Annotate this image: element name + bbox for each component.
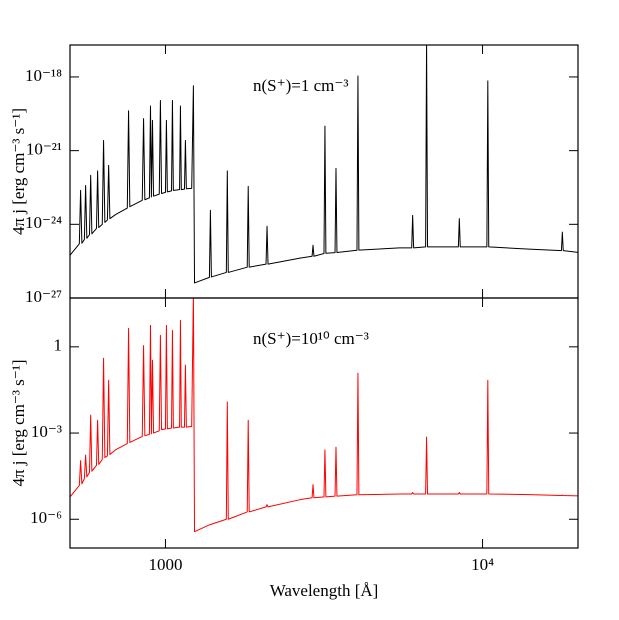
y-tick-label: 10⁻²¹ <box>26 140 62 159</box>
y-tick-label: 10⁻¹⁸ <box>25 66 62 85</box>
y-tick-label: 10⁻²⁷ <box>25 287 62 306</box>
y-tick-label: 10⁻²⁴ <box>25 213 62 232</box>
y-axis-label: 4π j [erg cm⁻³ s⁻¹] <box>9 108 28 235</box>
x-axis-label: Wavelength [Å] <box>270 581 379 600</box>
annotation: n(S⁺)=10¹⁰ cm⁻³ <box>253 329 369 348</box>
plot-frame <box>69 297 579 549</box>
plot-area <box>70 45 578 284</box>
plot-area <box>70 298 578 533</box>
y-axis-label: 4π j [erg cm⁻³ s⁻¹] <box>9 359 28 486</box>
y-tick-label: 10⁻³ <box>31 422 62 441</box>
y-tick-label: 1 <box>54 336 63 355</box>
spectrum-line <box>70 45 578 284</box>
spectrum-line <box>70 298 578 533</box>
x-tick-label: 1000 <box>148 555 182 574</box>
x-tick-label: 10⁴ <box>471 555 494 574</box>
y-tick-label: 10⁻⁶ <box>30 508 62 527</box>
annotation: n(S⁺)=1 cm⁻³ <box>253 76 348 95</box>
